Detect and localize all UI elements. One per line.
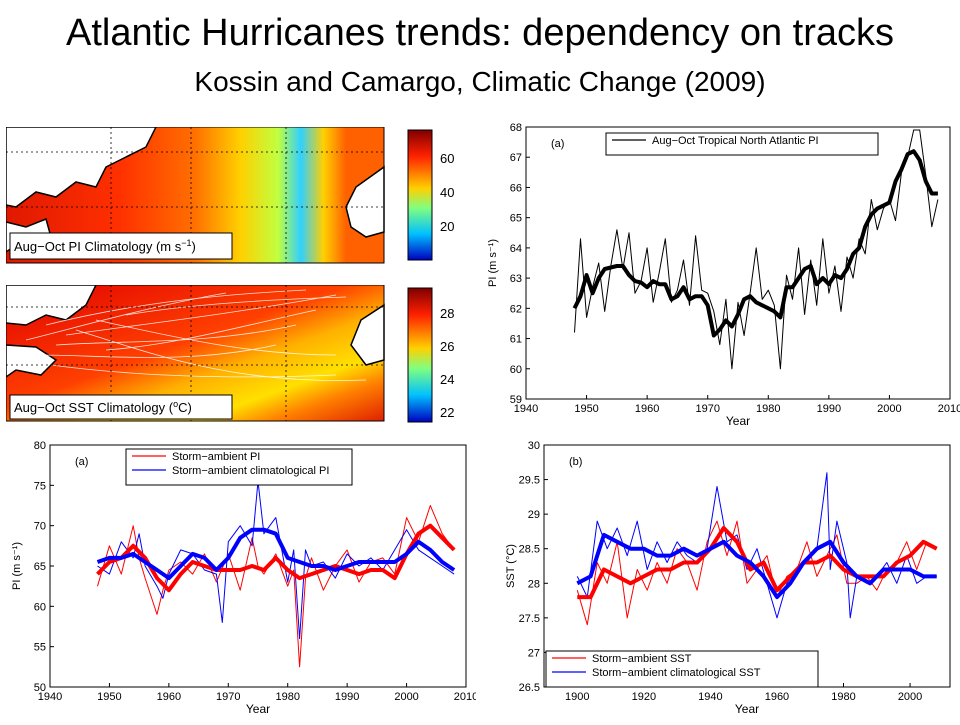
y-tick-label: 61	[510, 334, 522, 346]
y-tick-label: 67	[510, 152, 522, 164]
storm-pi-chart: 1940 1950 1960 1970 1980 1990 2000 2010 50 55 60 65…	[11, 440, 478, 716]
x-tick-label: 1940	[698, 691, 722, 703]
x-axis-label: Year	[726, 414, 750, 428]
x-tick-label: 1970	[216, 691, 240, 703]
x-tick-label: 2010	[454, 691, 476, 703]
y-tick-label: 30	[528, 440, 540, 452]
sst-map-label: Aug−Oct SST Climatology (oC)	[14, 399, 192, 415]
panel-label: (a)	[551, 138, 564, 150]
storm-sst-panel: 1900 1920 1940 1960 1980 2000 26.5 27 27.5 28 28.5…	[476, 437, 960, 720]
sst-colorbar	[407, 287, 433, 423]
y-tick-label: 75	[34, 480, 46, 492]
sst-climatology-map: Aug−Oct SST Climatology (oC) 28 26 24 22	[5, 284, 454, 423]
x-axis-label: Year	[735, 702, 759, 716]
legend-box	[605, 132, 879, 156]
y-tick-label: 28.5	[519, 544, 540, 556]
pi-colorbar	[407, 129, 433, 261]
legend-label: Aug−Oct Tropical North Atlantic PI	[652, 135, 819, 147]
series-line	[96, 523, 456, 593]
y-axis-label: SST (°C)	[505, 544, 517, 588]
pi-timeseries-chart: 1940 1950 1960 1970 1980 1990 2000 2010 59 60 61 62…	[487, 122, 960, 428]
y-axis-label: PI (m s⁻¹)	[11, 542, 23, 590]
x-tick-label: 1990	[817, 403, 841, 415]
y-tick-label: 59	[510, 394, 522, 406]
series-line	[576, 532, 937, 600]
x-tick-label: 1980	[756, 403, 780, 415]
x-tick-label: 1960	[635, 403, 659, 415]
storm-sst-chart: 1900 1920 1940 1960 1980 2000 26.5 27 27.5 28 28.5…	[505, 440, 951, 716]
x-tick-label: 1940	[38, 691, 62, 703]
x-tick-label: 1960	[765, 691, 789, 703]
series-line	[96, 527, 456, 581]
legend-box	[125, 448, 353, 486]
y-tick-label: 80	[34, 440, 46, 452]
x-tick-label: 2000	[877, 403, 901, 415]
y-tick-label: 28	[528, 578, 540, 590]
legend-box	[545, 650, 819, 688]
panel-label: (a)	[75, 456, 88, 468]
series-line	[574, 129, 939, 370]
sst-colorbar-tick: 28	[440, 306, 454, 321]
pi-timeseries-panel: 1940 1950 1960 1970 1980 1990 2000 2010 59 60 61 62…	[476, 117, 960, 437]
x-tick-label: 1980	[831, 691, 855, 703]
pi-colorbar-tick: 60	[440, 151, 454, 166]
pi-colorbar-tick: 40	[440, 185, 454, 200]
y-tick-label: 65	[34, 561, 46, 573]
legend-label: Storm−ambient climatological PI	[172, 465, 329, 477]
y-tick-label: 68	[510, 122, 522, 134]
y-tick-label: 65	[510, 213, 522, 225]
y-tick-label: 60	[34, 601, 46, 613]
y-tick-label: 64	[510, 243, 522, 255]
y-tick-label: 29.5	[519, 475, 540, 487]
y-tick-label: 50	[34, 682, 46, 694]
pi-climatology-map-panel: Aug−Oct PI Climatology (m s−1) 60 40 20	[5, 126, 466, 267]
y-tick-label: 27.5	[519, 613, 540, 625]
slide-title: Atlantic Hurricanes trends: dependency o…	[66, 12, 894, 54]
sst-colorbar-tick: 22	[440, 405, 454, 420]
x-tick-label: 2010	[938, 403, 960, 415]
x-tick-label: 1970	[695, 403, 719, 415]
storm-pi-panel: 1940 1950 1960 1970 1980 1990 2000 2010 50 55 60 65…	[0, 437, 478, 720]
y-tick-label: 26.5	[519, 682, 540, 694]
series-line	[572, 149, 938, 338]
slide-subtitle: Kossin and Camargo, Climatic Change (200…	[194, 66, 766, 97]
x-tick-label: 1950	[97, 691, 121, 703]
plot-area	[525, 126, 951, 400]
legend-label: Storm−ambient PI	[172, 451, 260, 463]
pi-map-label: Aug−Oct PI Climatology (m s−1)	[14, 238, 196, 254]
x-tick-label: 2000	[898, 691, 922, 703]
legend-label: Storm−ambient SST	[592, 653, 692, 665]
sst-climatology-map-panel: Aug−Oct SST Climatology (oC) 28 26 24 22	[5, 284, 466, 425]
x-tick-label: 1960	[157, 691, 181, 703]
y-tick-label: 55	[34, 642, 46, 654]
sst-colorbar-tick: 24	[440, 372, 454, 387]
y-tick-label: 60	[510, 364, 522, 376]
x-tick-label: 1980	[275, 691, 299, 703]
panel-label: (b)	[569, 456, 582, 468]
x-tick-label: 1920	[632, 691, 656, 703]
y-tick-label: 29	[528, 509, 540, 521]
x-axis-label: Year	[246, 702, 270, 716]
legend-label: Storm−ambient climatological SST	[592, 667, 761, 679]
y-tick-label: 62	[510, 303, 522, 315]
pi-climatology-map: Aug−Oct PI Climatology (m s−1) 60 40 20	[5, 126, 454, 264]
y-tick-label: 70	[34, 521, 46, 533]
x-tick-label: 2000	[394, 691, 418, 703]
x-tick-label: 1940	[514, 403, 538, 415]
y-tick-label: 27	[528, 647, 540, 659]
y-tick-label: 63	[510, 273, 522, 285]
y-tick-label: 66	[510, 182, 522, 194]
pi-colorbar-tick: 20	[440, 219, 454, 234]
x-tick-label: 1900	[565, 691, 589, 703]
sst-colorbar-tick: 26	[440, 339, 454, 354]
y-axis-label: PI (m s⁻¹)	[487, 239, 499, 287]
x-tick-label: 1950	[574, 403, 598, 415]
x-tick-label: 1990	[335, 691, 359, 703]
